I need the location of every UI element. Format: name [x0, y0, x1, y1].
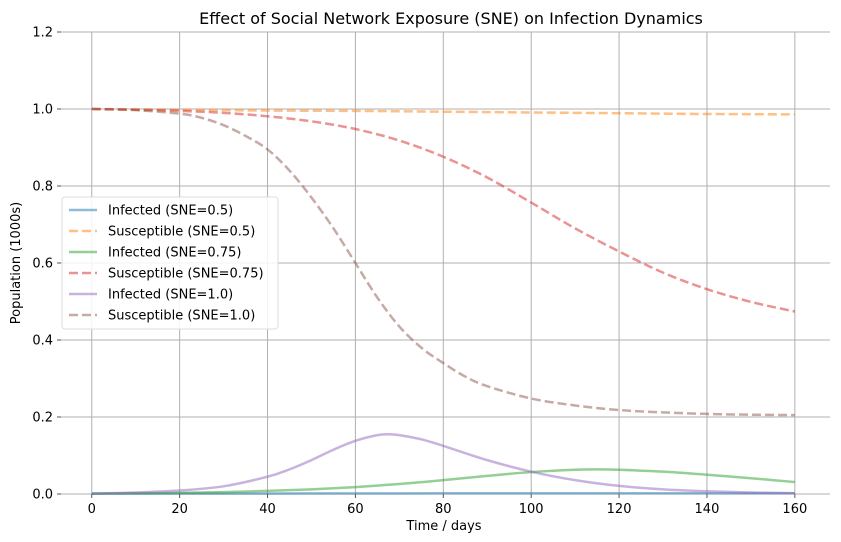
x-axis-title: Time / days: [405, 519, 481, 534]
y-tick-label: 0.8: [32, 180, 53, 195]
y-tick-label: 0.2: [32, 411, 53, 426]
x-tick-label: 120: [607, 502, 632, 517]
legend-label: Infected (SNE=0.5): [108, 204, 233, 219]
legend-box: [61, 196, 279, 330]
y-axis-title: Population (1000s): [9, 202, 24, 324]
x-tick-label: 160: [782, 502, 807, 517]
series-line-susceptible-sne-0-75: [91, 107, 796, 313]
y-tick-label: 0.4: [32, 334, 53, 349]
legend-label: Susceptible (SNE=1.0): [108, 309, 255, 324]
x-tick-label: 100: [519, 502, 544, 517]
series-line-susceptible-sne-0-5: [91, 107, 795, 116]
tick-labels: 0 20 40 60 80 100 120 140 160 0.0 0.2 0.4 0.6 0.8 1.0 1…: [32, 26, 807, 518]
series-line-infected-sne-1-0: [91, 433, 795, 495]
chart-title: Effect of Social Network Exposure (SNE) …: [199, 9, 703, 28]
x-tick-label: 0: [88, 502, 96, 517]
legend-label: Susceptible (SNE=0.5): [108, 225, 255, 240]
legend-label: Susceptible (SNE=0.75): [108, 267, 264, 282]
y-tick-label: 1.0: [32, 103, 53, 118]
x-tick-label: 140: [695, 502, 720, 517]
y-tick-label: 0.6: [32, 257, 53, 272]
x-tick-label: 20: [171, 502, 188, 517]
plot-lines: [91, 107, 796, 495]
legend: Infected (SNE=0.5) Susceptible (SNE=0.5) I…: [61, 196, 279, 330]
series-line-infected-sne-0-75: [91, 468, 795, 495]
x-tick-label: 60: [347, 502, 364, 517]
y-tick-label: 1.2: [32, 26, 53, 41]
series-line-susceptible-sne-1-0: [91, 107, 795, 417]
legend-label: Infected (SNE=0.75): [108, 246, 241, 261]
x-tick-label: 40: [259, 502, 276, 517]
x-tick-label: 80: [435, 502, 452, 517]
legend-label: Infected (SNE=1.0): [108, 288, 233, 303]
y-tick-label: 0.0: [32, 488, 53, 503]
